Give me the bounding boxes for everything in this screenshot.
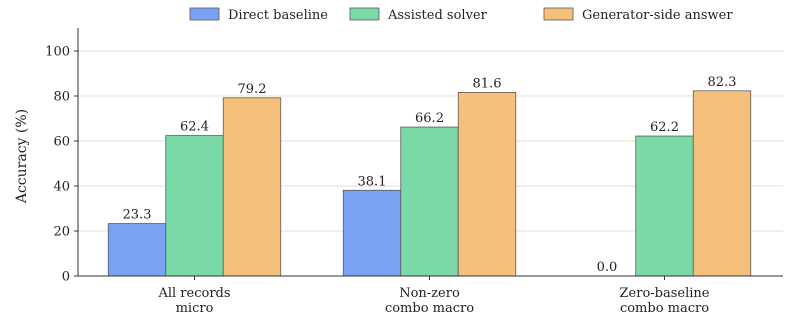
- legend-item: Generator-side answer: [543, 7, 733, 23]
- bar: [692, 90, 752, 277]
- value-labels: 23.3 62.4 79.2 38.1 66.2 81.6 0.0 62.2 82.3: [123, 75, 737, 275]
- legend-item: Assisted solver: [349, 7, 488, 23]
- x-tick-label: All records micro: [157, 286, 230, 316]
- bar-value-label: 38.1: [358, 174, 387, 189]
- bar: [165, 135, 224, 277]
- y-tick-label: 60: [53, 135, 70, 150]
- bar-value-label: 62.2: [650, 120, 679, 135]
- legend-label: Generator-side answer: [582, 8, 733, 23]
- legend-item: Direct baseline: [189, 7, 328, 23]
- legend-label: Assisted solver: [387, 8, 488, 23]
- axes: All records micro Non-zero combo macro Zero-…: [45, 28, 783, 316]
- y-tick-label: 80: [53, 90, 70, 105]
- bar-value-label: 82.3: [708, 75, 737, 90]
- bar: [342, 189, 402, 277]
- y-tick-label: 40: [53, 180, 70, 195]
- legend: Direct baseline Assisted solver Generator-…: [189, 7, 733, 23]
- bars: [107, 90, 752, 277]
- bar: [635, 135, 694, 277]
- y-axis-label: Accuracy (%): [14, 109, 30, 204]
- bar-value-label: 23.3: [123, 208, 152, 223]
- legend-swatch: [543, 7, 574, 21]
- bar-value-label: 66.2: [415, 111, 444, 126]
- bar-value-label: 62.4: [180, 120, 209, 135]
- legend-swatch: [189, 7, 220, 21]
- legend-swatch: [349, 7, 380, 21]
- bar: [222, 97, 282, 277]
- y-tick-label: 100: [45, 45, 70, 60]
- x-tick-label: Zero-baseline combo macro: [620, 286, 710, 316]
- x-tick-label: Non-zero combo macro: [385, 286, 474, 316]
- legend-label: Direct baseline: [228, 8, 328, 23]
- y-tick-label: 0: [62, 270, 70, 285]
- bar-value-label: 0.0: [597, 260, 618, 275]
- bar-value-label: 81.6: [473, 76, 502, 91]
- y-tick-label: 20: [53, 225, 70, 240]
- bar: [457, 92, 517, 277]
- bar: [400, 126, 459, 277]
- bar-value-label: 79.2: [238, 82, 267, 97]
- bar: [107, 223, 167, 277]
